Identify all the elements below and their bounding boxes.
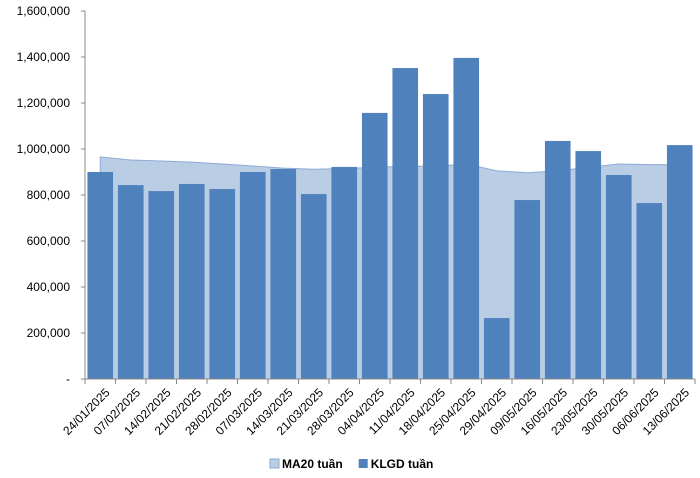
bar bbox=[178, 183, 205, 379]
bar bbox=[392, 68, 419, 379]
bar bbox=[239, 172, 266, 379]
bar bbox=[331, 166, 358, 379]
bar bbox=[361, 112, 388, 379]
legend-swatch bbox=[358, 459, 368, 468]
bar bbox=[422, 94, 449, 379]
y-tick-label: 1,600,000 bbox=[17, 4, 71, 18]
legend-label: MA20 tuần bbox=[282, 457, 343, 471]
bar bbox=[270, 169, 297, 379]
y-tick-label: 400,000 bbox=[27, 280, 71, 294]
bar bbox=[636, 203, 663, 379]
y-tick-label: 800,000 bbox=[27, 188, 71, 202]
y-tick-label: 600,000 bbox=[27, 234, 71, 248]
legend-label: KLGD tuần bbox=[371, 457, 434, 471]
bar bbox=[666, 145, 693, 379]
bar bbox=[483, 318, 510, 379]
bar bbox=[514, 200, 541, 379]
legend-swatch bbox=[269, 458, 280, 469]
bar bbox=[605, 174, 632, 379]
bar bbox=[575, 151, 602, 379]
bar bbox=[300, 194, 327, 379]
y-tick-label: 1,000,000 bbox=[17, 142, 71, 156]
bar bbox=[453, 57, 480, 380]
y-tick-label: 1,200,000 bbox=[17, 96, 71, 110]
bar bbox=[117, 185, 144, 379]
bar bbox=[87, 172, 114, 379]
bar bbox=[544, 140, 571, 379]
y-tick-label: 1,400,000 bbox=[17, 50, 71, 64]
bar bbox=[148, 191, 175, 379]
y-tick-label: - bbox=[66, 372, 70, 386]
y-tick-label: 200,000 bbox=[27, 326, 71, 340]
bar bbox=[209, 189, 236, 379]
